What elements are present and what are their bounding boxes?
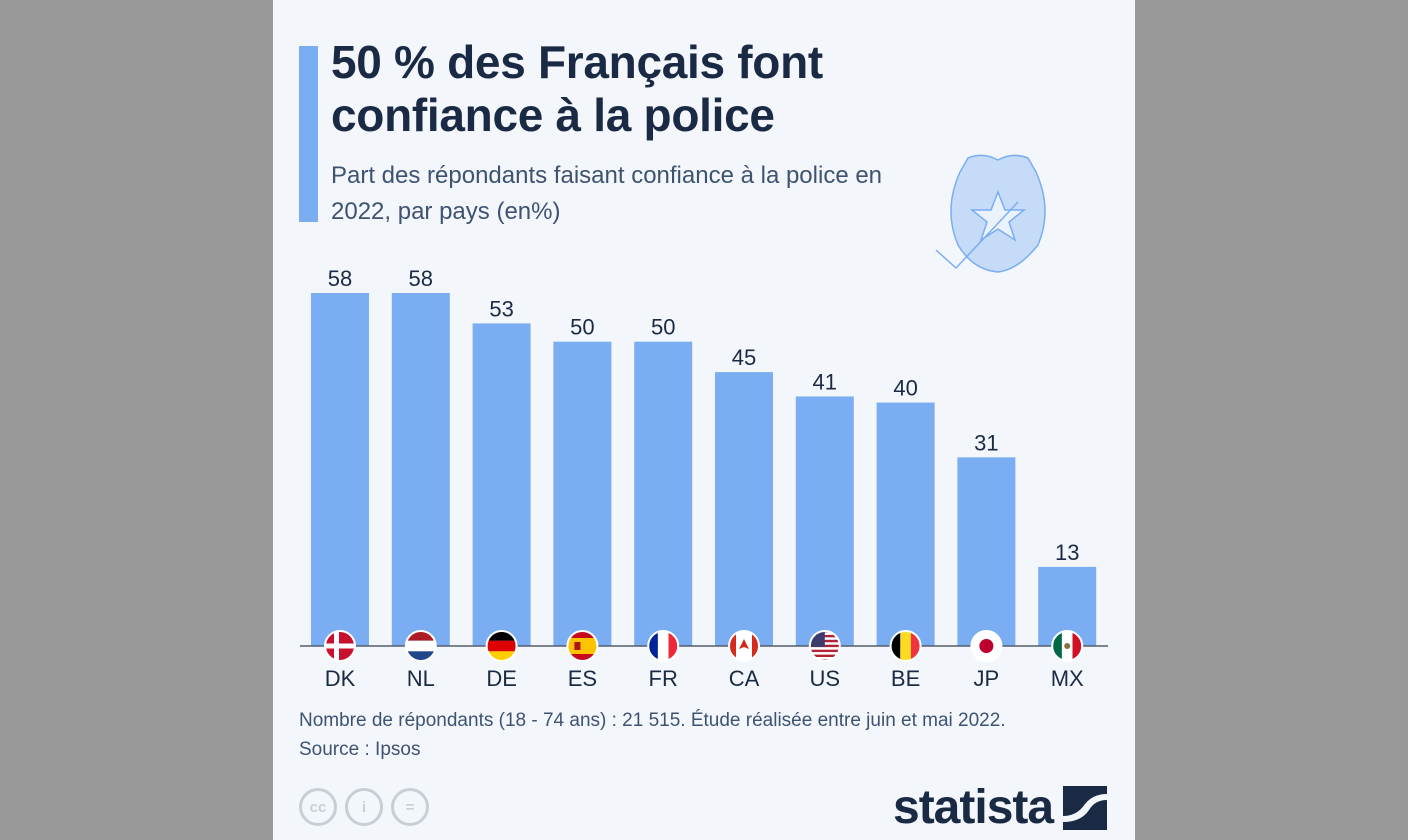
flag-border — [404, 630, 437, 662]
no-derivatives-icon[interactable]: = — [391, 788, 429, 826]
footnote: Nombre de répondants (18 - 74 ans) : 21 … — [299, 706, 1006, 764]
bar-dk — [311, 293, 369, 646]
category-label-us: US — [810, 666, 841, 691]
police-badge-icon — [935, 154, 1046, 273]
flag-border — [324, 630, 356, 662]
attribution-icon[interactable]: i — [345, 788, 383, 826]
flag-netherlands-icon — [405, 631, 436, 661]
chart-subtitle: Part des répondants faisant confiance à … — [331, 162, 883, 225]
data-label-dk: 58 — [328, 266, 352, 291]
bar-us — [795, 396, 854, 646]
bar-es — [553, 341, 612, 646]
data-label-us: 41 — [813, 369, 837, 394]
title-accent-bar — [299, 46, 318, 222]
category-label-nl: NL — [407, 666, 435, 691]
bar-nl — [391, 293, 450, 646]
bar-jp — [957, 457, 1016, 646]
creative-commons-icon[interactable]: cc — [299, 788, 337, 826]
flag-border — [728, 630, 760, 662]
data-label-fr: 50 — [651, 315, 675, 340]
data-label-jp: 31 — [974, 430, 998, 455]
data-label-nl: 58 — [409, 266, 433, 291]
category-label-es: ES — [568, 666, 597, 691]
source-label: Source : Ipsos — [299, 739, 421, 760]
chart-title: 50 % des Français font confiance à la po… — [331, 36, 823, 141]
data-label-ca: 45 — [732, 345, 756, 370]
data-label-es: 50 — [570, 315, 594, 340]
data-label-be: 40 — [893, 376, 917, 401]
data-label-mx: 13 — [1055, 540, 1079, 565]
flag-border — [889, 630, 922, 662]
bar-fr — [634, 341, 693, 646]
statista-logo-icon — [1063, 785, 1108, 830]
flag-border — [485, 630, 518, 662]
category-label-dk: DK — [325, 666, 356, 691]
bar-ca — [715, 372, 773, 646]
flag-belgium-icon — [890, 631, 921, 661]
category-label-de: DE — [486, 666, 517, 691]
statista-logo[interactable]: statista — [893, 780, 1108, 835]
flag-border — [970, 630, 1003, 662]
bar-de — [472, 323, 531, 646]
flag-border — [808, 630, 841, 662]
category-label-jp: JP — [974, 666, 1000, 691]
survey-note: Nombre de répondants (18 - 74 ans) : 21 … — [299, 710, 1006, 731]
flag-mexico-icon — [1052, 631, 1083, 661]
statista-wordmark: statista — [893, 781, 1054, 834]
category-label-ca: CA — [729, 666, 760, 691]
category-label-fr: FR — [649, 666, 678, 691]
flag-border — [647, 630, 680, 662]
license-icons[interactable]: cc i = — [299, 788, 429, 826]
category-label-mx: MX — [1051, 666, 1084, 691]
category-label-be: BE — [891, 666, 920, 691]
infographic-card: 50 % des Français font confiance à la po… — [273, 0, 1135, 840]
flag-france-icon — [648, 631, 679, 661]
flag-border — [566, 630, 599, 662]
bar-chart: 58 DK 58 NL 53 DE 50 ES 50 FR 45 CA 41 US 40 BE 31 JP 13 MX — [300, 266, 1108, 691]
bar-be — [876, 402, 935, 646]
flag-border — [1051, 630, 1084, 662]
flag-germany-icon — [486, 631, 517, 661]
data-label-de: 53 — [489, 296, 513, 321]
